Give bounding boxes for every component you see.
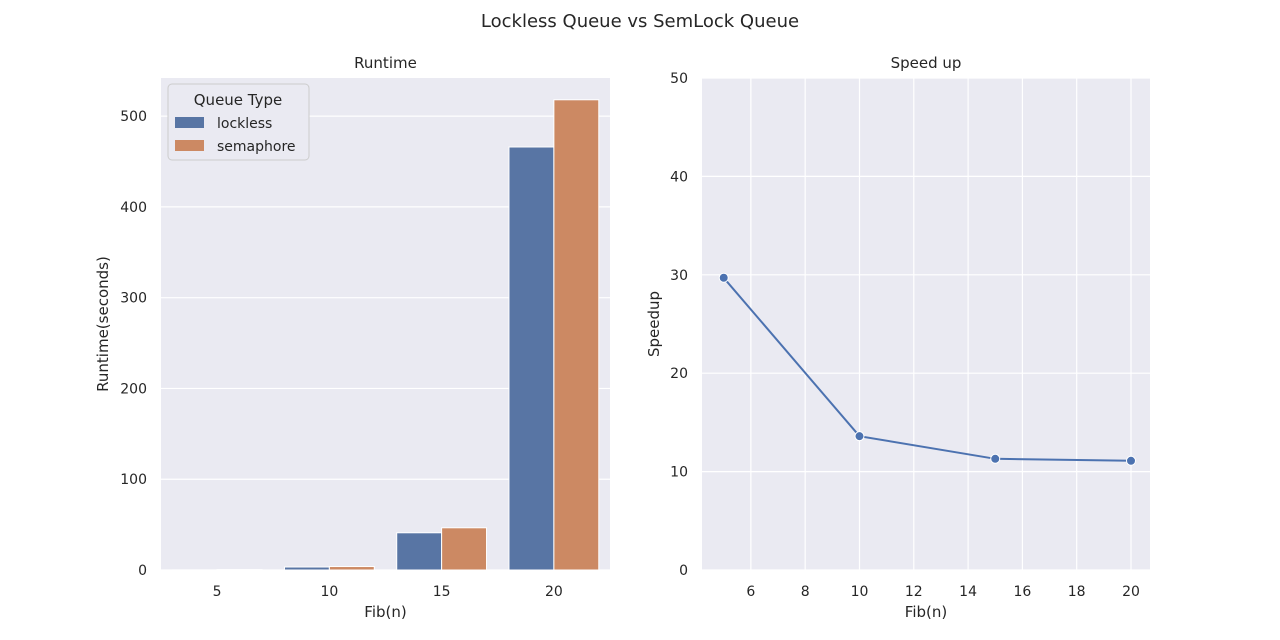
x-tick-label: 14 [959,584,977,600]
runtime-y-axis-label: Runtime(seconds) [94,256,112,392]
y-tick-label: 0 [138,563,147,579]
y-tick-label: 300 [120,291,147,307]
legend-title: Queue Type [194,91,283,109]
speedup-line-chart: 6 8 10 12 14 16 18 20 0 10 20 30 40 50 Speed up Fib(n… [645,54,1150,621]
figure-title: Lockless Queue vs SemLock Queue [481,11,799,32]
y-tick-label: 50 [670,71,688,87]
runtime-legend: Queue Type lockless semaphore [167,83,310,161]
x-tick-label: 20 [545,584,563,600]
x-tick-label: 18 [1068,584,1086,600]
data-point-fib-15 [990,453,1001,464]
legend-swatch-semaphore [175,140,204,151]
bar-lockless-15 [396,532,443,571]
legend-label-lockless: lockless [217,116,272,132]
bar-lockless-20 [508,146,555,571]
speedup-y-axis-label: Speedup [645,291,663,357]
x-tick-label: 16 [1013,584,1031,600]
x-tick-label: 20 [1122,584,1140,600]
y-tick-label: 30 [670,268,688,284]
runtime-tick-labels: 0 100 200 300 400 500 5 10 15 20 [120,109,563,600]
y-tick-label: 20 [670,366,688,382]
runtime-bars [171,99,600,571]
x-tick-label: 12 [905,584,923,600]
y-tick-label: 10 [670,465,688,481]
data-point-fib-20 [1125,455,1136,466]
speedup-markers [718,272,1136,466]
speedup-gridlines [702,77,1150,571]
x-tick-label: 8 [801,584,810,600]
y-tick-label: 0 [679,563,688,579]
data-point-fib-5 [718,272,729,283]
runtime-bar-chart: 0 100 200 300 400 500 5 10 15 20 Runtime Fib(n) R… [94,54,610,621]
y-tick-label: 100 [120,472,147,488]
y-tick-label: 200 [120,381,147,397]
speedup-series-line [722,277,1132,462]
runtime-x-axis-label: Fib(n) [364,603,406,621]
x-tick-label: 6 [746,584,755,600]
bar-semaphore-20 [553,99,600,571]
speedup-tick-labels: 6 8 10 12 14 16 18 20 0 10 20 30 40 50 [670,71,1140,600]
y-tick-label: 500 [120,109,147,125]
y-tick-label: 40 [670,169,688,185]
speedup-x-axis-label: Fib(n) [905,603,947,621]
y-tick-label: 400 [120,200,147,216]
x-tick-label: 10 [320,584,338,600]
x-tick-label: 15 [433,584,451,600]
bar-semaphore-15 [441,527,488,571]
bar-semaphore-10 [328,566,375,571]
speedup-plot-area [702,78,1150,570]
x-tick-label: 10 [851,584,869,600]
bar-lockless-10 [283,566,330,571]
legend-label-semaphore: semaphore [217,139,296,155]
data-point-fib-10 [854,431,865,442]
runtime-chart-title: Runtime [354,54,417,72]
speedup-chart-title: Speed up [891,54,962,72]
x-tick-label: 5 [213,584,222,600]
legend-swatch-lockless [175,117,204,128]
